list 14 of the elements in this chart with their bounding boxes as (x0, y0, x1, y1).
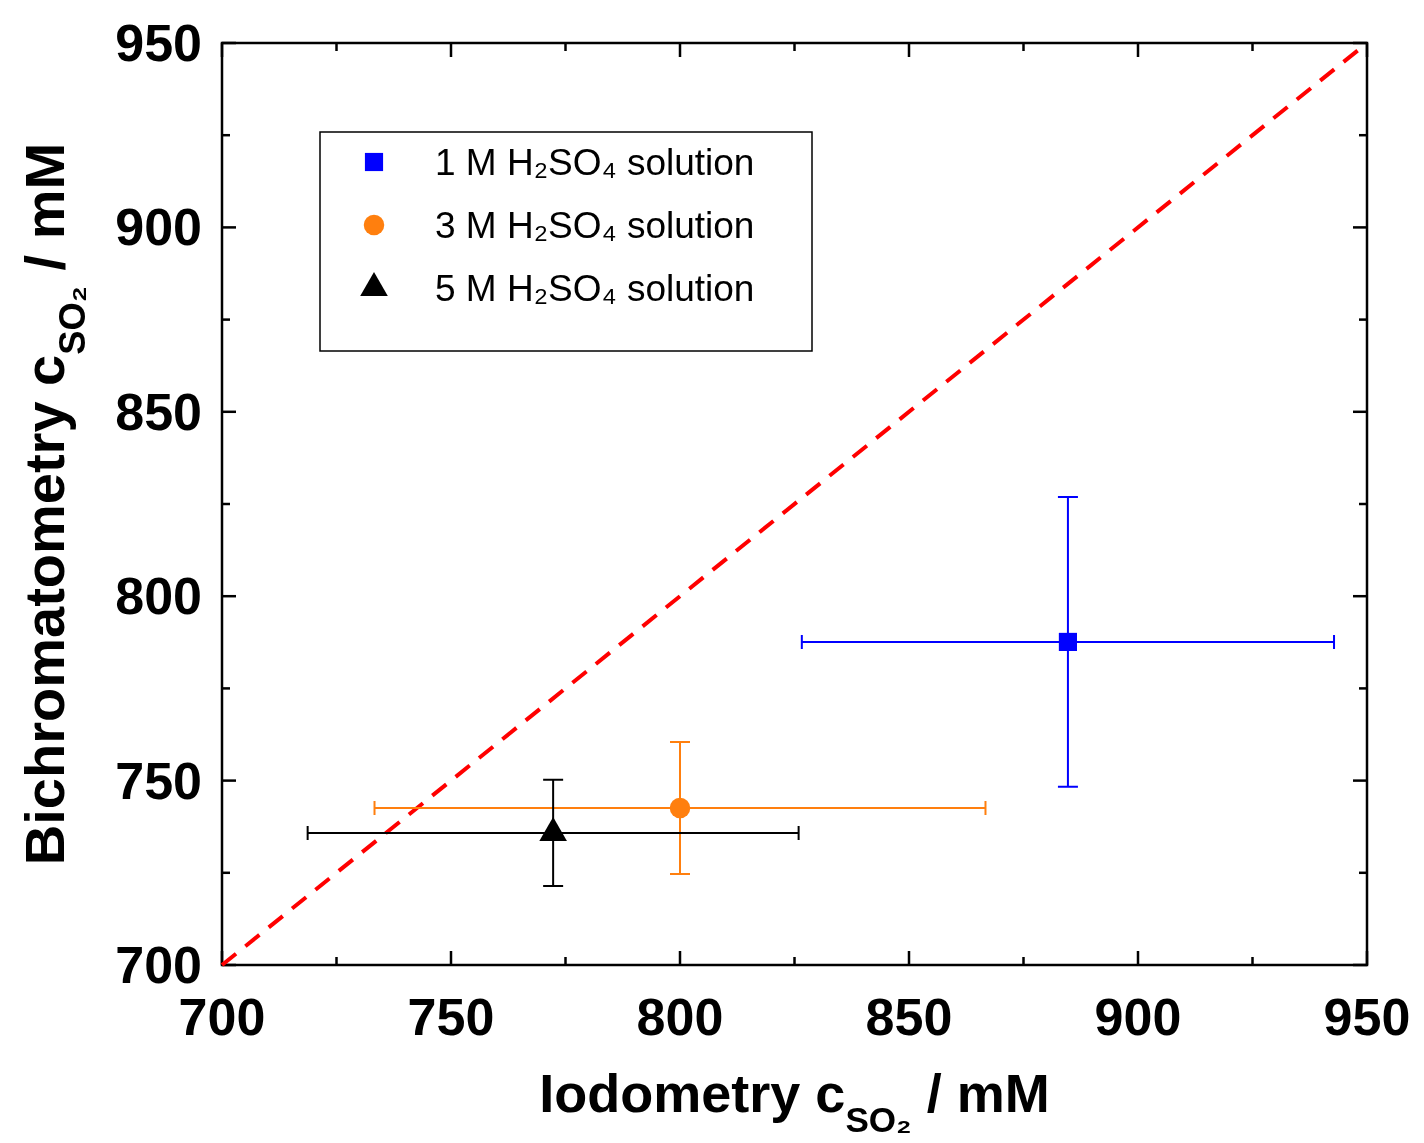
legend-label: 3 M H₂SO₄ solution (435, 205, 755, 246)
x-tick-label: 950 (1323, 988, 1411, 1046)
y-tick-label: 800 (115, 567, 202, 626)
y-tick-label: 750 (115, 751, 202, 810)
legend-label: 1 M H₂SO₄ solution (435, 142, 755, 183)
y-tick-label: 950 (115, 14, 202, 72)
x-tick-label: 800 (636, 988, 724, 1046)
y-tick-label: 900 (115, 198, 202, 257)
x-axis-title: Iodometry c$_{SO₂}$ / mM (539, 1063, 1050, 1139)
y-tick-label: 850 (115, 382, 202, 441)
x-tick-label: 900 (1094, 988, 1182, 1046)
legend-label: 5 M H₂SO₄ solution (435, 268, 755, 309)
x-tick-label: 850 (865, 988, 953, 1046)
x-tick-label: 750 (407, 988, 495, 1046)
